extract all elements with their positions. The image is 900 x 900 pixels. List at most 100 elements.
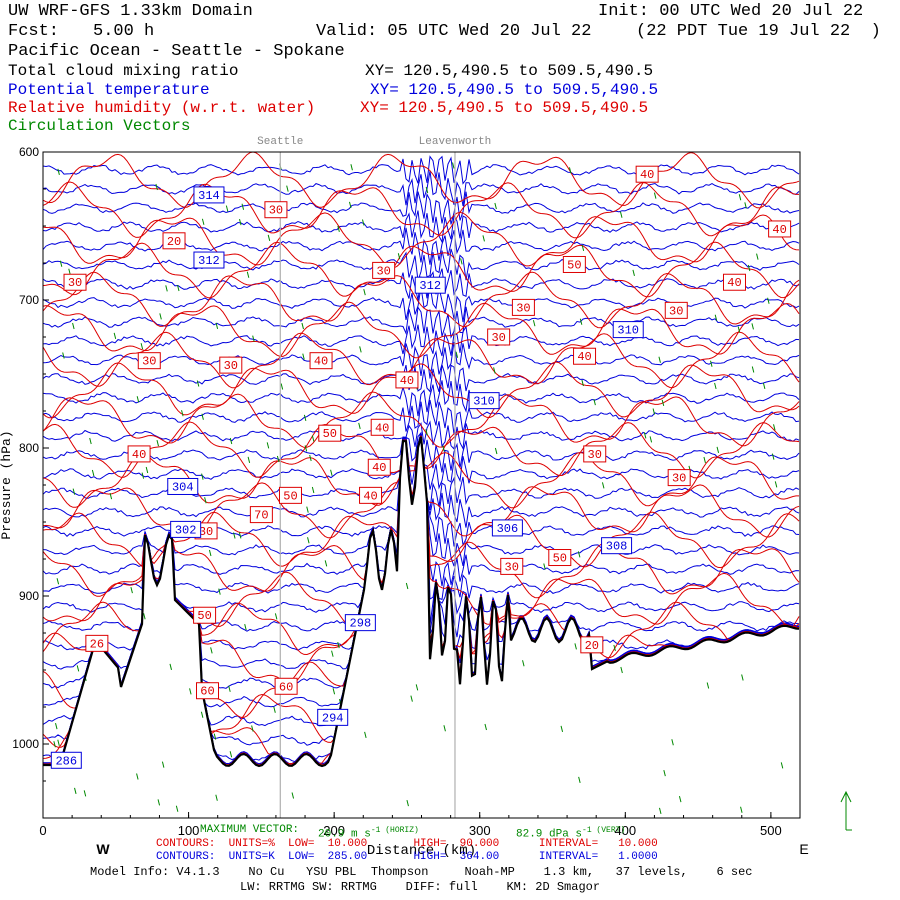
circulation-vector bbox=[643, 432, 647, 439]
circulation-vector bbox=[425, 186, 429, 194]
rh-label-box bbox=[309, 352, 333, 370]
rh-label-box bbox=[127, 445, 151, 463]
circulation-vector bbox=[175, 805, 179, 812]
circulation-vector bbox=[756, 253, 759, 260]
circulation-vector bbox=[532, 320, 536, 327]
rh-label-box bbox=[370, 418, 394, 436]
circulation-vector bbox=[181, 410, 184, 417]
rh-label: 40 bbox=[372, 461, 386, 475]
rh-label: 30 bbox=[142, 355, 156, 369]
circulation-vector bbox=[311, 435, 315, 442]
rh-label-box bbox=[664, 301, 688, 319]
circulation-vector bbox=[57, 739, 60, 746]
rh-label: 40 bbox=[727, 276, 741, 290]
circulation-vector bbox=[658, 356, 661, 363]
circulation-vector bbox=[482, 235, 485, 242]
circulation-vector bbox=[653, 192, 657, 199]
rh-label-box bbox=[768, 220, 792, 238]
circulation-vector bbox=[740, 806, 743, 813]
theta-label-box bbox=[170, 520, 202, 538]
circulation-vector bbox=[201, 413, 204, 420]
circulation-vector bbox=[136, 396, 140, 403]
field-rh-xy: XY= 120.5,490.5 to 509.5,490.5 bbox=[360, 99, 649, 117]
rh-label-box bbox=[162, 232, 186, 250]
circulation-vector bbox=[241, 203, 245, 210]
theta-label: 314 bbox=[198, 189, 220, 203]
circulation-vector bbox=[543, 563, 546, 570]
model-info-physics: LW: RRTMG SW: RRTMG DIFF: full KM: 2D Sm… bbox=[240, 880, 601, 894]
circulation-vector bbox=[744, 202, 747, 209]
circulation-vector bbox=[741, 674, 744, 681]
circulation-vector bbox=[406, 800, 409, 807]
rh-contour bbox=[43, 435, 800, 569]
rh-label: 50 bbox=[567, 258, 581, 272]
circulation-vector bbox=[578, 776, 581, 783]
circulation-vector bbox=[425, 429, 428, 436]
rh-label: 40 bbox=[375, 421, 389, 435]
terrain-profile bbox=[43, 436, 800, 768]
circulation-vector bbox=[706, 682, 710, 689]
place-label: Seattle bbox=[257, 136, 303, 148]
rh-label: 40 bbox=[577, 350, 591, 364]
circulation-vector bbox=[165, 285, 168, 292]
theta-label: 298 bbox=[350, 617, 372, 631]
rh-contour bbox=[43, 331, 800, 389]
theta-label-box bbox=[167, 477, 199, 495]
max-vector-vert: 82.9 dPa s-1 (VERT) bbox=[516, 826, 626, 841]
rh-label: 50 bbox=[323, 427, 337, 441]
circulation-vector bbox=[208, 549, 212, 557]
circulation-vector bbox=[218, 588, 221, 595]
circulation-vector bbox=[159, 313, 162, 320]
theta-label: 312 bbox=[198, 254, 220, 268]
east-label: E bbox=[799, 841, 808, 857]
x-axis-label: Distance (km) bbox=[367, 843, 476, 859]
circulation-vector bbox=[577, 551, 581, 558]
y-tick-label: 600 bbox=[19, 145, 39, 159]
circulation-vector bbox=[307, 537, 310, 544]
rh-label: 70 bbox=[254, 509, 268, 523]
circulation-vector bbox=[703, 456, 706, 464]
circulation-vector bbox=[140, 343, 144, 350]
circulation-vector bbox=[233, 532, 236, 539]
x-tick-label: 500 bbox=[760, 823, 782, 838]
circulation-vector bbox=[632, 269, 635, 276]
theta-label: 312 bbox=[419, 279, 441, 293]
rh-label: 40 bbox=[400, 374, 414, 388]
circulation-vector bbox=[364, 731, 367, 738]
circulation-vector bbox=[337, 642, 340, 649]
circulation-vector bbox=[311, 486, 315, 494]
circulation-vector bbox=[276, 455, 280, 463]
circulation-vector bbox=[762, 382, 766, 389]
y-tick-label: 700 bbox=[19, 293, 39, 307]
x-tick-label: 300 bbox=[469, 823, 491, 838]
circulation-vector bbox=[767, 297, 770, 304]
theta-label: 310 bbox=[473, 395, 495, 409]
rh-label: 30 bbox=[224, 359, 238, 373]
circulation-vector bbox=[309, 454, 312, 462]
rh-label-box bbox=[318, 424, 342, 442]
circulation-vector bbox=[579, 318, 583, 325]
theta-label: 310 bbox=[617, 324, 639, 338]
place-label: Leavenworth bbox=[419, 136, 492, 148]
y-tick-label: 900 bbox=[19, 589, 39, 603]
theta-label: 302 bbox=[175, 523, 197, 537]
circulation-vector bbox=[201, 218, 205, 225]
circulation-vector bbox=[306, 506, 309, 513]
rh-label-box bbox=[278, 486, 302, 504]
circulation-vector bbox=[710, 360, 713, 367]
place-markers: Seattle Leavenworth bbox=[257, 136, 491, 818]
theta-contour bbox=[43, 433, 800, 601]
circulation-vector bbox=[74, 787, 77, 795]
field-theta-xy: XY= 120.5,490.5 to 509.5,490.5 bbox=[370, 81, 659, 99]
rh-label-box bbox=[193, 606, 217, 624]
max-vector-label: MAXIMUM VECTOR: bbox=[200, 824, 300, 836]
circulation-vector bbox=[229, 751, 233, 758]
circulation-vector bbox=[247, 456, 251, 464]
rh-label: 50 bbox=[553, 552, 567, 566]
circulation-vector bbox=[89, 437, 92, 445]
rh-label: 50 bbox=[197, 609, 211, 623]
rh-label-box bbox=[63, 273, 87, 291]
theta-contour bbox=[43, 433, 800, 638]
circulation-vector bbox=[737, 326, 741, 333]
theta-label-box bbox=[193, 186, 225, 204]
